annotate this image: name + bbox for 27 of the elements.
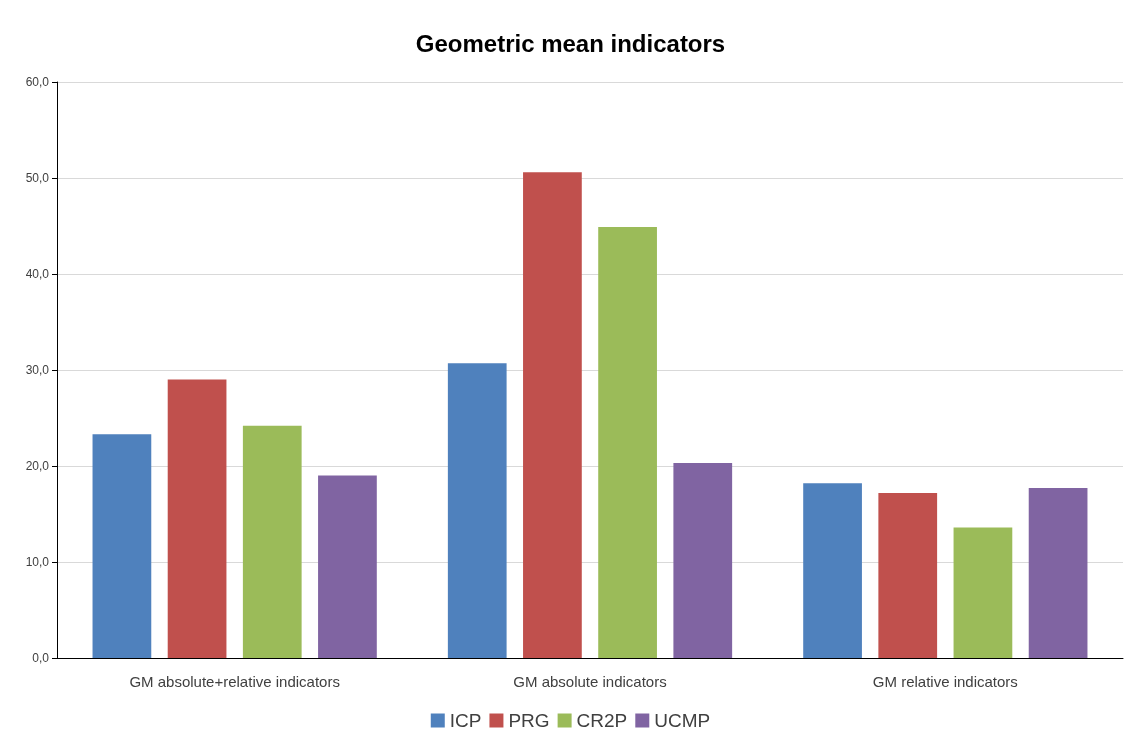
bar — [167, 379, 227, 658]
legend-label: CR2P — [576, 710, 628, 731]
bar — [92, 434, 152, 658]
bar — [803, 483, 862, 658]
y-tick-label: 30,0 — [25, 363, 50, 377]
x-tick-label: GM absolute+relative indicators — [129, 673, 340, 690]
y-tick-label: 0,0 — [32, 651, 50, 665]
legend-label: PRG — [508, 710, 550, 731]
legend-label: UCMP — [654, 710, 711, 731]
bar — [598, 226, 657, 658]
bar — [447, 363, 507, 658]
bar — [523, 172, 582, 658]
y-tick-label: 20,0 — [25, 459, 50, 473]
bar — [1028, 488, 1088, 658]
x-tick-label: GM relative indicators — [872, 673, 1018, 690]
bar — [673, 463, 733, 658]
bar — [318, 475, 377, 658]
y-tick-label: 50,0 — [25, 171, 50, 185]
y-tick-label: 10,0 — [25, 555, 50, 569]
y-tick-label: 60,0 — [25, 75, 50, 89]
bar — [953, 527, 1013, 658]
y-tick-label: 40,0 — [25, 267, 50, 281]
bar — [242, 425, 302, 658]
chart-title: Geometric mean indicators — [415, 29, 726, 57]
legend-label: ICP — [449, 710, 482, 731]
bar — [878, 492, 938, 658]
x-tick-label: GM absolute indicators — [513, 673, 667, 690]
